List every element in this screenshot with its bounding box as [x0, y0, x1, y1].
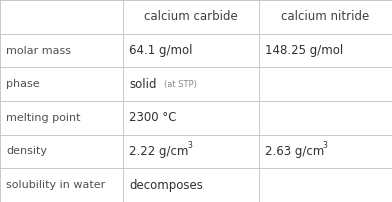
- Text: phase: phase: [6, 79, 40, 89]
- Text: calcium nitride: calcium nitride: [281, 10, 370, 23]
- Text: 2300 °C: 2300 °C: [129, 111, 177, 124]
- Text: density: density: [6, 146, 47, 157]
- Text: (at STP): (at STP): [164, 80, 197, 89]
- Text: 2.22 g/cm: 2.22 g/cm: [129, 145, 189, 158]
- Text: melting point: melting point: [6, 113, 80, 123]
- Text: solubility in water: solubility in water: [6, 180, 105, 190]
- Text: calcium carbide: calcium carbide: [144, 10, 238, 23]
- Text: 3: 3: [323, 141, 327, 150]
- Text: decomposes: decomposes: [129, 179, 203, 192]
- Text: 3: 3: [187, 141, 192, 150]
- Text: 148.25 g/mol: 148.25 g/mol: [265, 44, 343, 57]
- Text: solid: solid: [129, 78, 157, 91]
- Text: 2.63 g/cm: 2.63 g/cm: [265, 145, 324, 158]
- Text: molar mass: molar mass: [6, 45, 71, 56]
- Text: 64.1 g/mol: 64.1 g/mol: [129, 44, 193, 57]
